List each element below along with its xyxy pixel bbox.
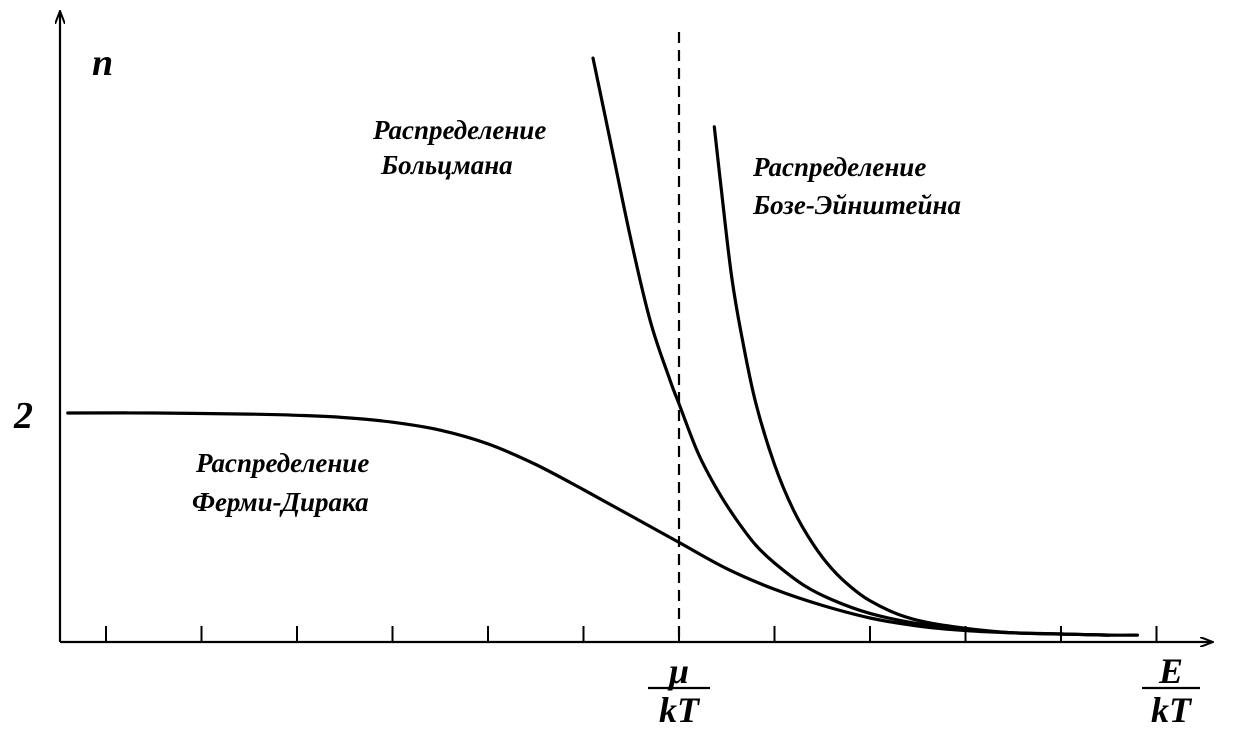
boltzmann-label-line1: Распределение xyxy=(372,115,546,145)
boltzmann-label-line2: Больцмана xyxy=(380,150,513,180)
bose-einstein-curve xyxy=(712,125,1111,637)
y-tick-label-2: 2 xyxy=(13,395,33,437)
fermi-label-line1: Распределение xyxy=(195,448,369,478)
boltzmann-curve xyxy=(591,56,1111,637)
mu-label-denominator: kT xyxy=(659,690,701,730)
y-axis-label: n xyxy=(92,42,113,84)
x-axis-label-denominator: kT xyxy=(1151,690,1193,730)
mu-label-numerator: μ xyxy=(667,651,689,691)
bose-label-line2: Бозе-Эйнштейна xyxy=(752,190,961,220)
x-ticks xyxy=(105,626,1158,642)
fermi-label-line2: Ферми-Дирака xyxy=(192,487,369,517)
x-axis-label-numerator: E xyxy=(1158,651,1183,691)
fermi-dirac-curve xyxy=(66,411,1139,637)
bose-label-line1: Распределение xyxy=(752,152,926,182)
